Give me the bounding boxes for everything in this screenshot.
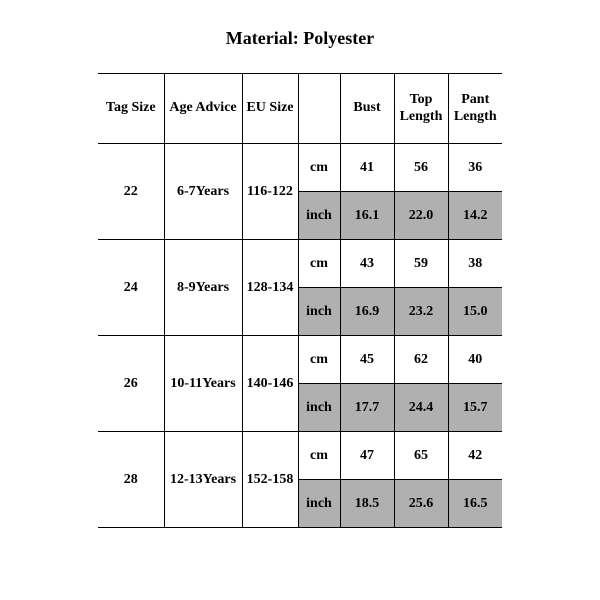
cell-top-cm: 56 (394, 144, 448, 192)
col-age-advice: Age Advice (164, 74, 242, 144)
cell-eu-size: 140-146 (242, 336, 298, 432)
cell-pant-inch: 16.5 (448, 480, 502, 528)
table-row: 248-9Years128-134cm435938 (98, 240, 502, 288)
table-row: 2812-13Years152-158cm476542 (98, 432, 502, 480)
cell-unit-cm: cm (298, 240, 340, 288)
cell-bust-inch: 17.7 (340, 384, 394, 432)
cell-bust-inch: 16.1 (340, 192, 394, 240)
cell-unit-cm: cm (298, 336, 340, 384)
cell-top-inch: 25.6 (394, 480, 448, 528)
cell-pant-cm: 38 (448, 240, 502, 288)
cell-pant-inch: 15.0 (448, 288, 502, 336)
table-header-row: Tag Size Age Advice EU Size Bust Top Len… (98, 74, 502, 144)
cell-unit-inch: inch (298, 384, 340, 432)
table-row: 226-7Years116-122cm415636 (98, 144, 502, 192)
cell-bust-cm: 43 (340, 240, 394, 288)
cell-top-cm: 62 (394, 336, 448, 384)
cell-tag-size: 26 (98, 336, 164, 432)
cell-age-advice: 6-7Years (164, 144, 242, 240)
cell-age-advice: 12-13Years (164, 432, 242, 528)
cell-tag-size: 24 (98, 240, 164, 336)
cell-bust-inch: 16.9 (340, 288, 394, 336)
cell-bust-inch: 18.5 (340, 480, 394, 528)
cell-tag-size: 22 (98, 144, 164, 240)
cell-age-advice: 10-11Years (164, 336, 242, 432)
cell-unit-inch: inch (298, 192, 340, 240)
cell-pant-inch: 14.2 (448, 192, 502, 240)
cell-top-cm: 59 (394, 240, 448, 288)
cell-unit-cm: cm (298, 432, 340, 480)
cell-pant-inch: 15.7 (448, 384, 502, 432)
table-row: 2610-11Years140-146cm456240 (98, 336, 502, 384)
col-tag-size: Tag Size (98, 74, 164, 144)
col-pant-length: Pant Length (448, 74, 502, 144)
cell-age-advice: 8-9Years (164, 240, 242, 336)
cell-top-inch: 22.0 (394, 192, 448, 240)
cell-top-cm: 65 (394, 432, 448, 480)
col-eu-size: EU Size (242, 74, 298, 144)
col-top-length: Top Length (394, 74, 448, 144)
cell-unit-cm: cm (298, 144, 340, 192)
cell-top-inch: 23.2 (394, 288, 448, 336)
cell-bust-cm: 47 (340, 432, 394, 480)
cell-pant-cm: 36 (448, 144, 502, 192)
col-bust: Bust (340, 74, 394, 144)
table-body: 226-7Years116-122cm415636inch16.122.014.… (98, 144, 502, 528)
cell-eu-size: 128-134 (242, 240, 298, 336)
col-unit (298, 74, 340, 144)
cell-bust-cm: 41 (340, 144, 394, 192)
cell-tag-size: 28 (98, 432, 164, 528)
cell-pant-cm: 40 (448, 336, 502, 384)
page-title: Material: Polyester (0, 0, 600, 73)
cell-bust-cm: 45 (340, 336, 394, 384)
size-chart-table: Tag Size Age Advice EU Size Bust Top Len… (98, 73, 502, 528)
cell-eu-size: 116-122 (242, 144, 298, 240)
cell-top-inch: 24.4 (394, 384, 448, 432)
cell-unit-inch: inch (298, 480, 340, 528)
cell-eu-size: 152-158 (242, 432, 298, 528)
cell-unit-inch: inch (298, 288, 340, 336)
cell-pant-cm: 42 (448, 432, 502, 480)
